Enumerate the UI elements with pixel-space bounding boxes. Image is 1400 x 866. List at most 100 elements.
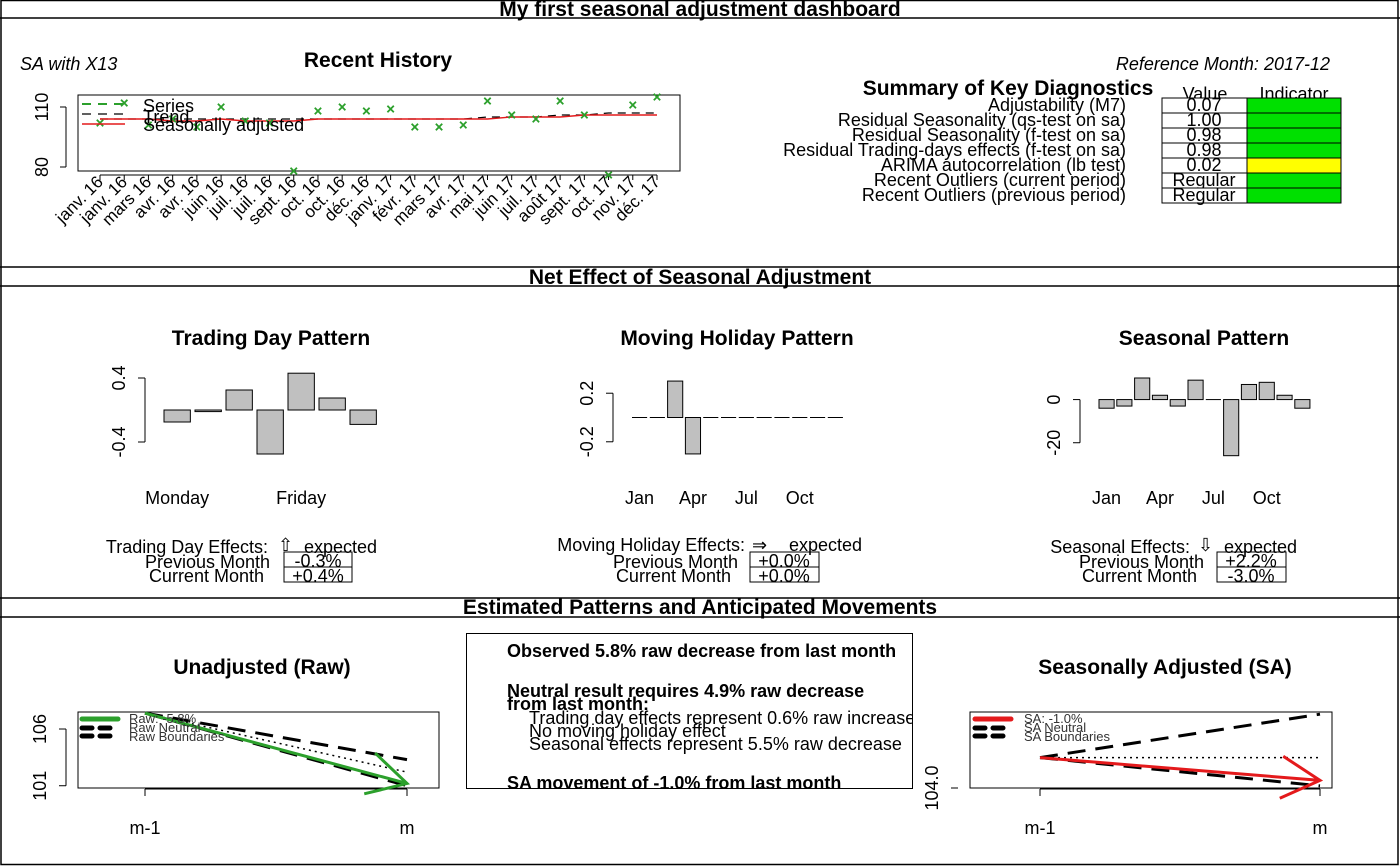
x-tick-label: m	[1313, 818, 1328, 838]
x-tick-label: Apr	[679, 488, 707, 508]
effect-arrow-icon: ⇩	[1198, 535, 1213, 555]
boundary-line	[144, 711, 408, 762]
x-tick-label: Friday	[276, 488, 326, 508]
method-label: SA with X13	[20, 54, 117, 74]
y-tick-label: -0.2	[577, 426, 597, 457]
curr-month-value: +0.0%	[758, 566, 810, 586]
trading-day-effects: Trading Day Effects: ⇧ expected Previous…	[106, 535, 377, 586]
diagnostic-label: ARIMA autocorrelation (lb test)	[881, 155, 1126, 175]
effect-arrow-icon: ⇧	[278, 535, 293, 555]
diagnostic-indicator	[1246, 172, 1342, 189]
legend-label-sa: SA: -1.0%	[1024, 711, 1083, 726]
series-point	[435, 123, 443, 131]
y-tick-label: 80	[32, 157, 52, 177]
movement-arrow	[144, 711, 408, 785]
reference-month: Reference Month: 2017-12	[1116, 54, 1330, 74]
x-tick-label: Oct	[1253, 488, 1281, 508]
x-tick-label: Jan	[625, 488, 654, 508]
bar	[163, 409, 191, 423]
y-tick-label: 101	[30, 771, 50, 801]
bar	[667, 380, 684, 419]
movement-arrowhead	[363, 751, 411, 796]
series-point	[193, 123, 201, 131]
raw-legend: Raw: -5.8% Raw Neutral Raw Boundaries	[79, 711, 225, 744]
diagnostic-value: Regular	[1172, 185, 1235, 205]
bar	[1098, 399, 1115, 409]
movement-arrowhead	[1279, 754, 1324, 800]
prev-month-label: Previous Month	[1079, 552, 1204, 572]
y-tick-label: 0	[1044, 395, 1064, 405]
series-point	[556, 97, 564, 105]
diagnostic-label: Recent Outliers (previous period)	[862, 185, 1126, 205]
diagnostic-label: Recent Outliers (current period)	[874, 170, 1126, 190]
boundary-line	[1039, 756, 1321, 788]
curr-month-value: +0.4%	[292, 566, 344, 586]
series-point	[217, 103, 225, 111]
diagnostic-value: 0.02	[1186, 155, 1221, 175]
recent-history-legend: Series Trend Seasonally adjusted	[82, 96, 304, 135]
bar	[1258, 381, 1275, 401]
series-point	[386, 105, 395, 113]
y-tick-label: 0.4	[109, 365, 129, 390]
bar	[1240, 383, 1258, 401]
movement-notes: Observed 5.8% raw decrease from last mon…	[466, 633, 913, 789]
y-tick-label: 104.0	[922, 765, 942, 810]
boundary-line	[1039, 712, 1321, 760]
series-point	[144, 121, 153, 129]
x-tick-label: Jul	[1202, 488, 1225, 508]
moving-holiday-chart: -0.2 0.2 Jan Apr Jul Oct	[577, 380, 843, 508]
note-neutral: Neutral result requires 4.9% raw decreas…	[507, 681, 865, 701]
prev-month-value: -0.3%	[294, 551, 341, 571]
note-observed: Observed 5.8% raw decrease from last mon…	[507, 641, 897, 661]
legend-label-sa: Seasonally adjusted	[143, 115, 304, 135]
diagnostic-value: 0.07	[1186, 95, 1221, 115]
series-point	[628, 101, 637, 109]
x-tick-label: Monday	[145, 488, 209, 508]
y-tick-label: 0.2	[577, 381, 597, 406]
x-tick-label: Jan	[1092, 488, 1121, 508]
effect-arrow-icon: ⇒	[752, 535, 767, 555]
trend-line	[100, 112, 657, 120]
section-title-patterns: Estimated Patterns and Anticipated Movem…	[463, 596, 937, 619]
bar	[1294, 399, 1311, 409]
note-moving-holiday: No moving holiday effect	[529, 721, 726, 741]
series-point	[120, 99, 129, 107]
bar	[256, 409, 284, 455]
prev-month-value: +2.2%	[1225, 551, 1277, 571]
recent-history-title: Recent History	[304, 49, 453, 72]
plot-frame	[969, 711, 1333, 789]
diagnostic-label: Adjustability (M7)	[988, 95, 1126, 115]
legend-label-sa-boundaries: SA Boundaries	[1024, 729, 1111, 744]
sa-legend: SA: -1.0% SA Neutral SA Boundaries	[972, 711, 1111, 744]
series-point	[362, 107, 371, 115]
bar	[1151, 394, 1169, 401]
expected-label: expected	[789, 535, 862, 555]
prev-month-label: Previous Month	[613, 552, 738, 572]
bar	[684, 417, 702, 455]
diagnostic-indicator	[1246, 112, 1342, 129]
diagnostic-label: Residual Seasonality (f-test on sa)	[852, 125, 1126, 145]
neutral-line	[144, 712, 408, 773]
legend-label-raw-boundaries: Raw Boundaries	[129, 729, 225, 744]
diagnostic-indicator	[1246, 157, 1342, 174]
bar	[1187, 379, 1204, 401]
movement-arrow	[1039, 756, 1321, 782]
note-seasonal: Seasonal effects represent 5.5% raw decr…	[529, 734, 902, 754]
series-point	[410, 123, 419, 131]
curr-month-value: -3.0%	[1227, 566, 1274, 586]
diagnostic-indicator	[1246, 97, 1342, 114]
curr-month-label: Current Month	[616, 566, 731, 586]
bar	[287, 372, 315, 411]
note-neutral-cont: from last month:	[507, 694, 649, 714]
note-sa-movement: SA movement of -1.0% from last month	[507, 773, 842, 789]
section-title-net-effect: Net Effect of Seasonal Adjustment	[529, 266, 871, 289]
raw-panel-title: Unadjusted (Raw)	[173, 656, 350, 679]
legend-label-sa-neutral: SA Neutral	[1024, 720, 1086, 735]
diagnostic-label: Residual Trading-days effects (f-test on…	[783, 140, 1126, 160]
effects-label: Moving Holiday Effects:	[557, 535, 745, 555]
trading-day-chart: -0.4 0.4 Monday Friday	[109, 365, 377, 508]
series-point	[241, 117, 250, 125]
seasonal-effects: Seasonal Effects: ⇩ expected Previous Mo…	[1050, 535, 1297, 586]
curr-month-label: Current Month	[1082, 566, 1197, 586]
sa-line	[100, 114, 657, 122]
